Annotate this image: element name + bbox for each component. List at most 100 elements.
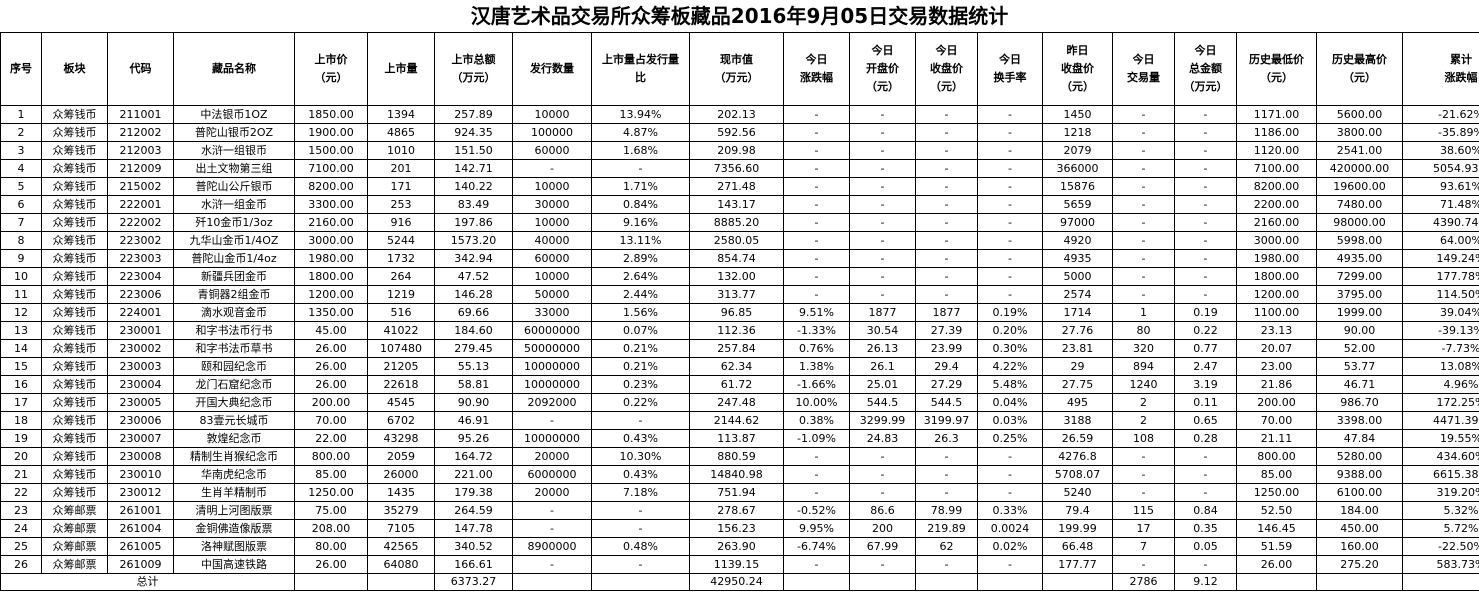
table-cell: -: [849, 465, 916, 484]
table-row: 6 众筹钱币 222001 水浒一组金币 3300.00 253 83.49 30000 0.8…: [0, 195, 1479, 214]
table-cell: 114.50%: [1402, 285, 1479, 304]
table-cell: 4276.8: [1042, 447, 1113, 466]
table-cell: 15876: [1042, 177, 1113, 196]
table-cell: -: [977, 159, 1043, 178]
table-cell: 143.17: [689, 195, 784, 214]
column-header: 代码: [107, 32, 174, 106]
table-cell: 340.52: [434, 537, 513, 556]
table-cell: 2: [0, 123, 42, 142]
table-cell: -: [915, 177, 978, 196]
table-row: 23 众筹邮票 261001 清明上河图版票 75.00 35279 264.59- -278…: [0, 501, 1479, 520]
column-header: 昨日 收盘价 （元）: [1042, 32, 1113, 106]
table-cell: 1: [0, 105, 42, 124]
table-cell: 4: [0, 159, 42, 178]
table-cell: 0.23%: [591, 375, 690, 394]
table-cell: 普陀山金币1/4oz: [173, 249, 295, 268]
table-cell: 41022: [367, 321, 435, 340]
table-cell: -: [915, 465, 978, 484]
table-cell: 13.08%: [1402, 357, 1479, 376]
table-cell: -: [783, 177, 850, 196]
table-cell: 7105: [367, 519, 435, 538]
table-cell: -: [915, 483, 978, 502]
table-cell: 146.45: [1236, 519, 1317, 538]
table-cell: 1350.00: [294, 303, 368, 322]
table-cell: 320: [1112, 339, 1175, 358]
table-cell: 4545: [367, 393, 435, 412]
table-cell: -: [915, 447, 978, 466]
table-cell: 9.16%: [591, 213, 690, 232]
table-cell: -: [1112, 555, 1175, 574]
table-cell: -: [1174, 177, 1237, 196]
table-cell: 27.75: [1042, 375, 1113, 394]
table-cell: 7: [0, 213, 42, 232]
table-cell: -: [591, 159, 690, 178]
table-cell: 1435: [367, 483, 435, 502]
table-cell: -: [783, 285, 850, 304]
table-cell: 5: [0, 177, 42, 196]
table-cell: 544.5: [915, 393, 978, 412]
table-cell: 1900.00: [294, 123, 368, 142]
table-cell: -22.50%: [1402, 537, 1479, 556]
table-cell: 0.04%: [977, 393, 1043, 412]
table-cell: 26.00: [294, 357, 368, 376]
table-cell: -: [1174, 267, 1237, 286]
table-cell: 1450: [1042, 105, 1113, 124]
table-cell: -: [1174, 483, 1237, 502]
table-cell: 22.00: [294, 429, 368, 448]
table-cell: 众筹钱币: [41, 483, 108, 502]
table-cell: 221.00: [434, 465, 513, 484]
table-cell: 1500.00: [294, 141, 368, 160]
table-cell: 2.44%: [591, 285, 690, 304]
table-cell: 水浒一组金币: [173, 195, 295, 214]
table-cell: 149.24%: [1402, 249, 1479, 268]
table-cell: -1.33%: [783, 321, 850, 340]
table-cell: 61.72: [689, 375, 784, 394]
table-cell: 64080: [367, 555, 435, 574]
table-cell: 4.22%: [977, 357, 1043, 376]
table-cell: 1100.00: [1236, 303, 1317, 322]
table-cell: 2580.05: [689, 231, 784, 250]
table-cell: 230008: [107, 447, 174, 466]
table-cell: 0.05: [1174, 537, 1237, 556]
table-cell: 1218: [1042, 123, 1113, 142]
table-row: 13 众筹钱币 230001 和字书法币行书 45.00 41022 184.60 60000…: [0, 321, 1479, 340]
table-cell: 212003: [107, 141, 174, 160]
table-cell: 19: [0, 429, 42, 448]
table-cell: 47.52: [434, 267, 513, 286]
table-cell: 43298: [367, 429, 435, 448]
table-cell: 0.30%: [977, 339, 1043, 358]
table-cell: 2200.00: [1236, 195, 1317, 214]
table-cell: 5998.00: [1316, 231, 1403, 250]
table-cell: -: [1174, 231, 1237, 250]
table-cell: 69.66: [434, 303, 513, 322]
table-cell: 众筹钱币: [41, 159, 108, 178]
table-cell: 中国高速铁路: [173, 555, 295, 574]
column-header: 上市量占发行量比: [591, 32, 690, 106]
total-amount: 9.12: [1174, 573, 1237, 591]
table-cell: 众筹钱币: [41, 393, 108, 412]
table-cell: 1240: [1112, 375, 1175, 394]
table-cell: 62.34: [689, 357, 784, 376]
table-cell: 30.54: [849, 321, 916, 340]
table-cell: -: [1174, 141, 1237, 160]
table-cell: 200.00: [294, 393, 368, 412]
table-cell: -: [849, 123, 916, 142]
table-cell: 55.13: [434, 357, 513, 376]
table-cell: 544.5: [849, 393, 916, 412]
total-empty-cell: [1236, 573, 1317, 591]
table-cell: 0.19%: [977, 303, 1043, 322]
table-cell: 滴水观音金币: [173, 303, 295, 322]
table-cell: 222001: [107, 195, 174, 214]
table-cell: 33000: [512, 303, 592, 322]
table-cell: 1714: [1042, 303, 1113, 322]
table-cell: 5659: [1042, 195, 1113, 214]
table-cell: 17: [0, 393, 42, 412]
table-cell: 12: [0, 303, 42, 322]
table-cell: 278.67: [689, 501, 784, 520]
table-cell: 众筹邮票: [41, 501, 108, 520]
table-body: 1 众筹钱币 211001 中法银币1OZ 1850.00 1394 257.89 10000…: [0, 105, 1479, 591]
table-cell: 0.33%: [977, 501, 1043, 520]
table-cell: 230004: [107, 375, 174, 394]
table-cell: 27.39: [915, 321, 978, 340]
table-cell: 6702: [367, 411, 435, 430]
